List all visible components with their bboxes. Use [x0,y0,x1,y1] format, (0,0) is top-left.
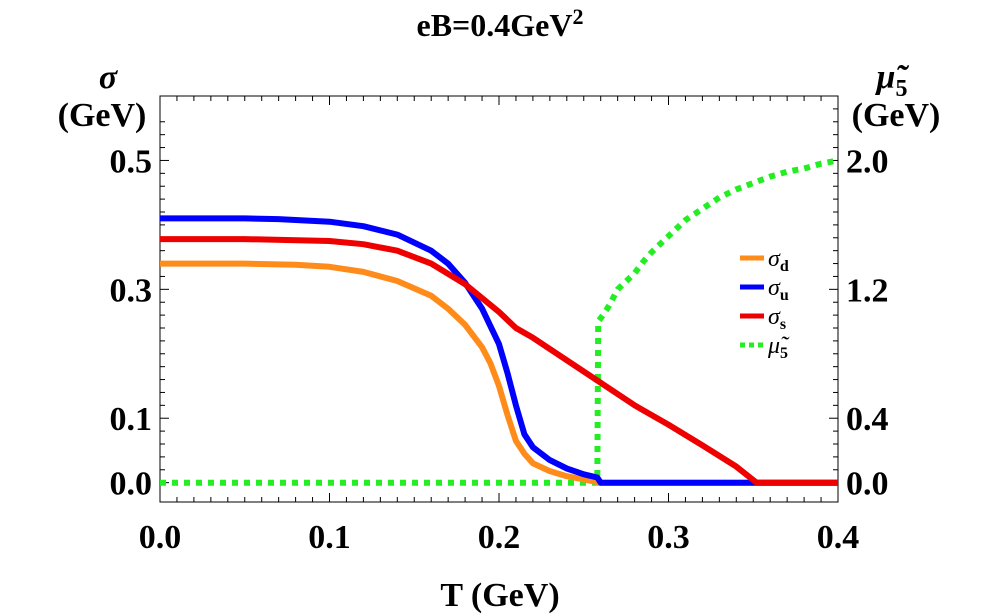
series-line-3 [160,236,838,486]
y-right-tick-label: 0.4 [846,401,889,438]
x-tick-label: 0.3 [647,519,690,556]
x-tick-label: 0.0 [139,519,182,556]
chart-title-text: eB=0.4GeV [417,7,573,43]
series-line-1 [160,260,838,486]
legend-label: σu [768,275,789,304]
legend-label: σs [768,304,786,333]
x-tick-label: 0.2 [478,519,521,556]
right-axis-symbol-sub: 5 [895,76,907,102]
legend-label: μ̃5 [767,333,790,362]
y-left-tick-label: 0.5 [110,143,153,180]
y-left-tick-label: 0.0 [110,466,153,503]
x-tick-label: 0.1 [308,519,351,556]
chart-title: eB=0.4GeV2 [417,4,584,43]
y-right-tick-label: 2.0 [846,143,889,180]
plot-frame [159,95,839,503]
y-right-tick-label: 0.0 [846,466,889,503]
series-layer [160,157,839,486]
y-left-tick-label: 0.1 [110,401,153,438]
x-axis-title: T (GeV) [440,577,559,614]
ticks: 0.0 0.1 0.2 0.3 0.4 0.0 0.1 0.3 0.5 0.0 0.4 1.2 2.0 [110,96,889,556]
y-left-tick-label: 0.3 [110,272,153,309]
x-tick-label: 0.4 [817,519,860,556]
series-line-2 [160,215,838,486]
left-axis-unit: (GeV) [58,97,147,134]
right-axis-symbol: μ̃5 [875,59,910,102]
y-right-tick-label: 1.2 [846,272,889,309]
left-axis-symbol: σ [99,59,119,96]
right-axis-unit: (GeV) [852,97,941,134]
series-line-4 [160,157,839,486]
legend-label: σd [768,246,789,275]
chart-title-superscript: 2 [572,4,583,29]
